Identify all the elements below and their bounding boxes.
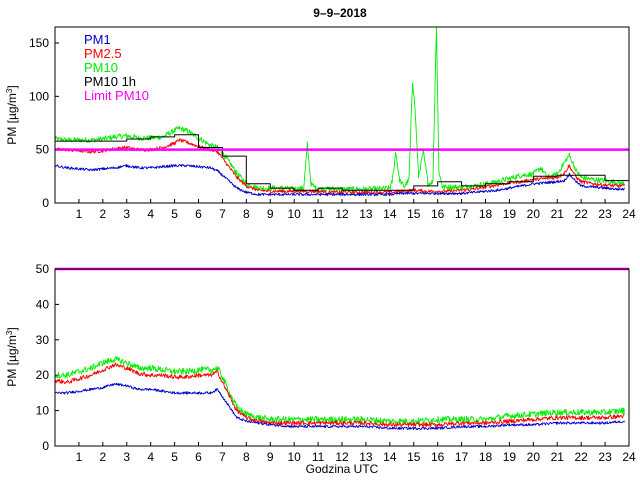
bottom-x-tick-label: 6 [195, 450, 202, 464]
bottom-y-tick-label: 10 [36, 404, 50, 418]
top-x-tick-label: 9 [267, 207, 274, 221]
bottom-plot-frame [54, 268, 630, 447]
bottom-x-tick-label: 3 [123, 450, 130, 464]
bottom-x-tick-label: 21 [551, 450, 565, 464]
bottom-x-tick-label: 16 [431, 450, 445, 464]
top-x-tick-label: 23 [598, 207, 612, 221]
top-x-tick-label: 8 [243, 207, 250, 221]
bottom-x-tick-label: 1 [76, 450, 83, 464]
bottom-series-pm2-5 [54, 362, 625, 428]
bottom-x-axis-label: Godzina UTC [306, 462, 379, 476]
top-x-tick-label: 21 [551, 207, 565, 221]
top-y-tick-label: 100 [29, 89, 49, 103]
bottom-x-tick-label: 18 [479, 450, 493, 464]
top-x-tick-label: 19 [503, 207, 517, 221]
top-x-tick-label: 2 [99, 207, 106, 221]
top-x-tick-label: 13 [359, 207, 373, 221]
top-x-tick-label: 11 [312, 207, 325, 221]
bottom-x-tick-label: 5 [171, 450, 178, 464]
bottom-x-tick-label: 22 [574, 450, 588, 464]
top-x-tick-label: 16 [431, 207, 445, 221]
legend-item-pm1: PM1 [84, 32, 111, 47]
legend-item-pm10-1h: PM10 1h [84, 74, 136, 89]
top-plot-frame [54, 26, 630, 204]
bottom-x-tick-label: 4 [147, 450, 154, 464]
bottom-x-tick-label: 10 [287, 450, 301, 464]
top-y-tick-label: 150 [29, 36, 49, 50]
bottom-y-tick-label: 50 [36, 262, 50, 276]
bottom-x-tick-label: 8 [243, 450, 250, 464]
top-x-tick-label: 20 [527, 207, 541, 221]
bottom-x-tick-label: 9 [267, 450, 274, 464]
bottom-x-tick-label: 24 [622, 450, 636, 464]
top-chart-title: 9–9–2018 [313, 6, 367, 20]
legend-item-pm25: PM2.5 [84, 46, 122, 61]
bottom-x-tick-label: 11 [312, 450, 325, 464]
bottom-x-tick-label: 17 [455, 450, 469, 464]
legend-item-pm10: PM10 [84, 60, 118, 75]
top-chart: 9–9–2018 1 2 3 4 5 6 7 8 9 10 11 12 13 14 15 16 17 18 19 20… [5, 6, 636, 221]
bottom-y-tick-label: 0 [42, 439, 49, 453]
top-x-tick-label: 4 [147, 207, 154, 221]
top-x-tick-label: 12 [335, 207, 349, 221]
top-x-tick-label: 18 [479, 207, 493, 221]
top-x-tick-label: 7 [219, 207, 226, 221]
top-series-pm10-1h [55, 134, 630, 191]
top-x-tick-label: 1 [76, 207, 83, 221]
top-x-tick-label: 24 [622, 207, 636, 221]
top-x-tick-label: 17 [455, 207, 469, 221]
top-series-pm1 [54, 163, 625, 197]
bottom-x-tick-label: 13 [359, 450, 373, 464]
legend: PM1 PM2.5 PM10 PM10 1h Limit PM10 [84, 32, 149, 103]
top-x-tick-label: 3 [123, 207, 130, 221]
top-y-tick-label: 0 [42, 196, 49, 210]
top-x-tick-label: 6 [195, 207, 202, 221]
legend-item-limit-pm10: Limit PM10 [84, 88, 149, 103]
top-x-tick-label: 14 [383, 207, 397, 221]
bottom-x-tick-label: 20 [527, 450, 541, 464]
top-y-axis-label: PM [µg/m3] [5, 85, 20, 144]
bottom-x-tick-label: 23 [598, 450, 612, 464]
bottom-y-tick-label: 40 [36, 297, 50, 311]
bottom-x-tick-label: 2 [99, 450, 106, 464]
bottom-x-tick-label: 7 [219, 450, 226, 464]
top-y-tick-label: 50 [36, 143, 50, 157]
bottom-y-tick-label: 20 [36, 368, 50, 382]
bottom-x-tick-label: 15 [407, 450, 421, 464]
bottom-y-axis-label: PM [µg/m3] [5, 327, 20, 386]
top-x-tick-label: 15 [407, 207, 421, 221]
bottom-series-pm1 [54, 382, 625, 430]
bottom-y-tick-label: 30 [36, 333, 50, 347]
bottom-x-tick-label: 12 [335, 450, 349, 464]
bottom-x-tick-label: 19 [503, 450, 517, 464]
top-x-tick-label: 10 [287, 207, 301, 221]
bottom-x-tick-label: 14 [383, 450, 397, 464]
bottom-chart: 1 2 3 4 5 6 7 8 9 10 11 12 13 14 15 16 17 18 19 20 21 22 23 240… [5, 262, 636, 476]
top-x-tick-label: 5 [171, 207, 178, 221]
top-x-tick-label: 22 [574, 207, 588, 221]
